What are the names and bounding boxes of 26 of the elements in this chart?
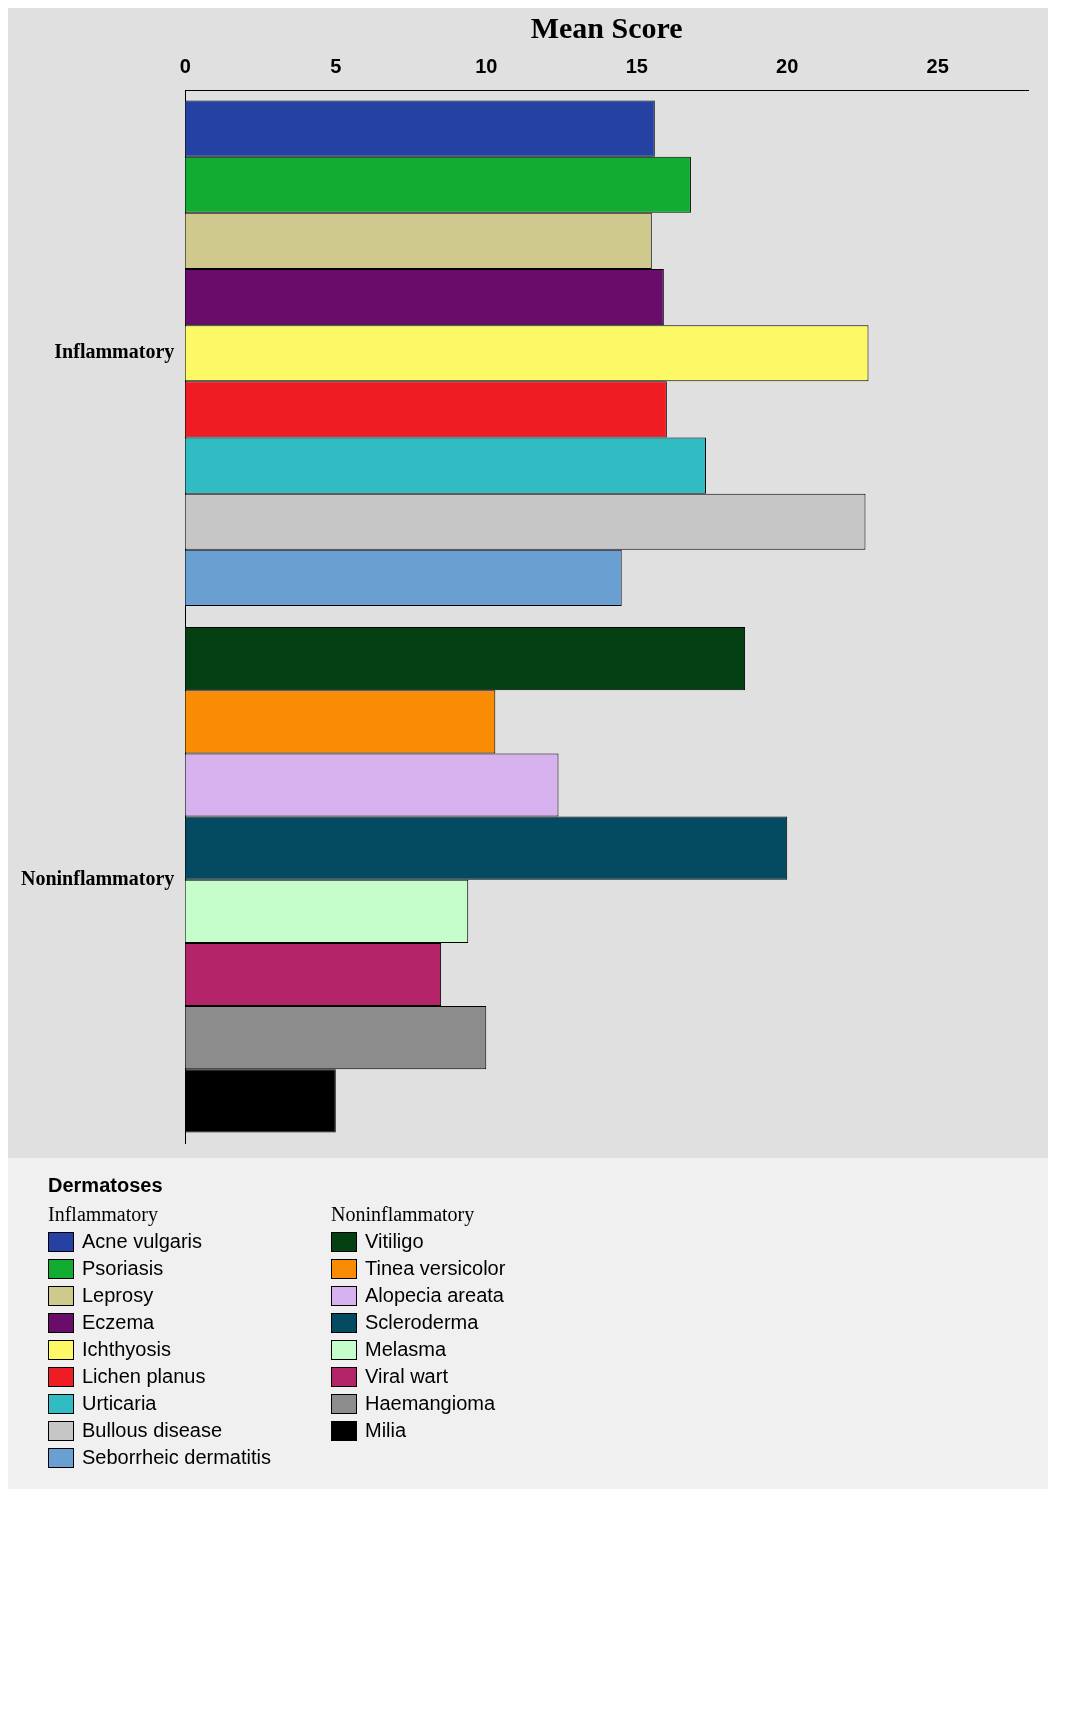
x-axis-title: Mean Score xyxy=(530,10,683,44)
x-tick-label: 5 xyxy=(330,54,342,77)
x-tick-label: 20 xyxy=(776,54,799,77)
legend-label: Milia xyxy=(364,1419,407,1442)
x-tick-label: 0 xyxy=(179,54,191,77)
legend-title: Dermatoses xyxy=(48,1174,164,1197)
legend-label: Acne vulgaris xyxy=(82,1230,203,1253)
legend-label: Vitiligo xyxy=(364,1230,424,1253)
legend-label: Leprosy xyxy=(82,1284,154,1307)
x-tick-label: 25 xyxy=(926,54,949,77)
category-label: Noninflammatory xyxy=(330,1203,475,1225)
legend-label: Seborrheic dermatitis xyxy=(82,1446,271,1469)
legend-label: Urticaria xyxy=(82,1392,157,1415)
legend-label: Tinea versicolor xyxy=(364,1257,506,1280)
legend-label: Ichthyosis xyxy=(82,1338,171,1361)
legend-label: Lichen planus xyxy=(82,1365,206,1388)
legend-label: Viral wart xyxy=(364,1365,448,1388)
legend-label: Haemangioma xyxy=(364,1392,496,1415)
legend-label: Alopecia areata xyxy=(364,1284,504,1307)
legend-label: Eczema xyxy=(82,1311,155,1334)
x-tick-label: 15 xyxy=(625,54,648,77)
legend-label: Melasma xyxy=(364,1338,447,1361)
legend-label: Scleroderma xyxy=(364,1311,479,1334)
x-tick-label: 10 xyxy=(475,54,498,77)
legend-label: Psoriasis xyxy=(82,1257,164,1280)
legend-label: Bullous disease xyxy=(82,1419,223,1442)
